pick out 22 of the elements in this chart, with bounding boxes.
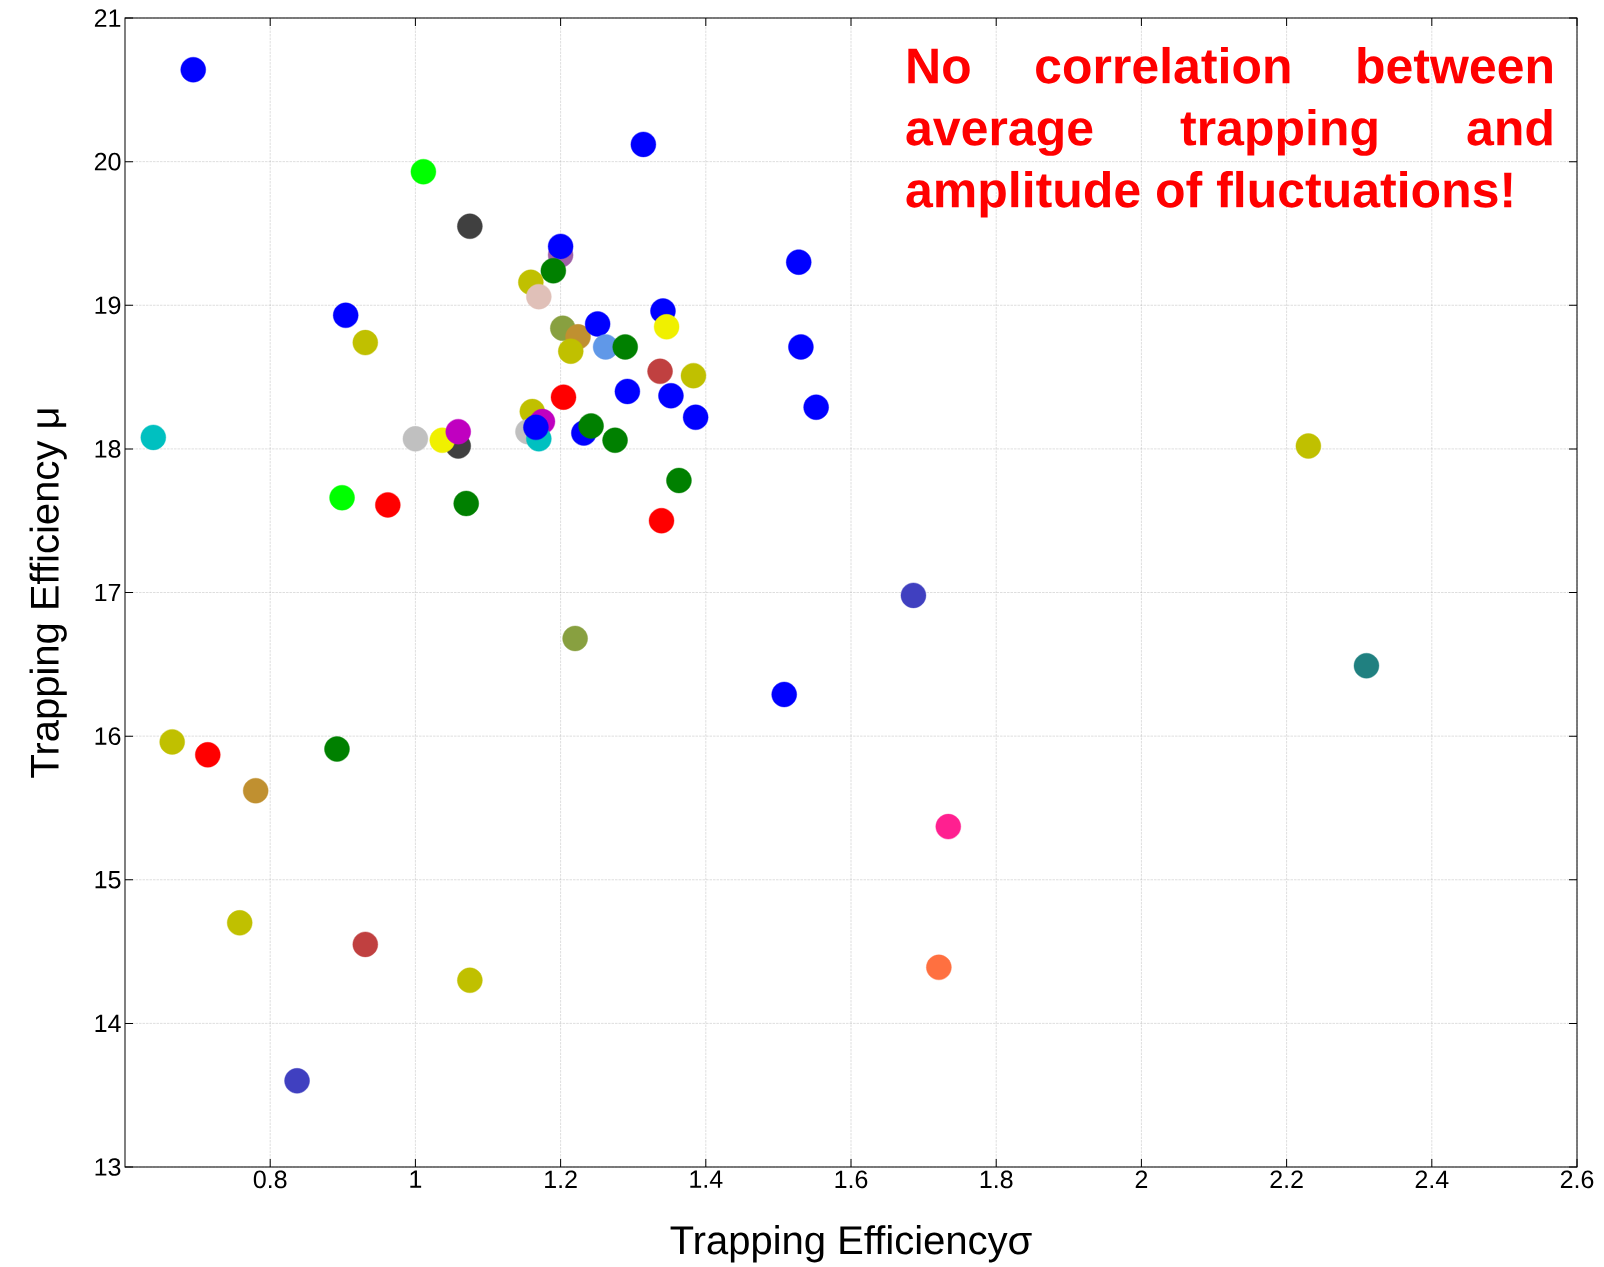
x-tick-label: 2: [1135, 1170, 1148, 1188]
y-tick-label: 17: [95, 583, 121, 602]
y-tick-label: 20: [94, 152, 121, 171]
y-tick-label: 18: [95, 440, 121, 458]
x-tick-label: 2.6: [1560, 1170, 1594, 1189]
x-tick-label: 2.2: [1270, 1170, 1303, 1188]
y-tick-label: 15: [95, 871, 121, 889]
x-tick-label: 0.8: [253, 1170, 287, 1189]
x-tick-label: 1: [410, 1170, 422, 1188]
x-tick-label: 2.4: [1415, 1170, 1449, 1188]
y-tick-label: 19: [95, 296, 121, 315]
y-tick-label: 21: [94, 9, 121, 27]
x-tick-label: 1.2: [545, 1170, 577, 1188]
y-tick-label: 14: [95, 1014, 121, 1032]
y-axis-title: Trapping Efficiency μ: [29, 409, 67, 778]
y-tick-label: 16: [95, 727, 121, 745]
annotation: No correlation between average trapping and amplitude of fluctuations!: [906, 46, 1552, 218]
x-tick-label: 1.4: [690, 1170, 723, 1188]
x-tick-label: 1.6: [835, 1170, 868, 1189]
y-tick-label: 13: [95, 1158, 121, 1176]
x-tick-label: 1.8: [980, 1170, 1013, 1189]
x-axis-title: Trapping Efficiencyσ: [670, 1225, 1032, 1263]
